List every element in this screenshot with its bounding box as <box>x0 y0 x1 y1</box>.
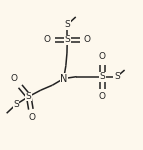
Text: S: S <box>64 35 70 44</box>
Text: S: S <box>114 72 120 81</box>
Text: O: O <box>28 113 35 122</box>
Text: O: O <box>99 92 106 101</box>
Text: O: O <box>84 35 91 44</box>
Text: O: O <box>10 75 17 84</box>
Text: N: N <box>60 74 67 84</box>
Text: S: S <box>26 92 32 101</box>
Text: O: O <box>44 35 51 44</box>
Text: O: O <box>99 52 106 61</box>
Text: S: S <box>64 20 70 29</box>
Text: S: S <box>13 100 19 109</box>
Text: S: S <box>100 72 105 81</box>
